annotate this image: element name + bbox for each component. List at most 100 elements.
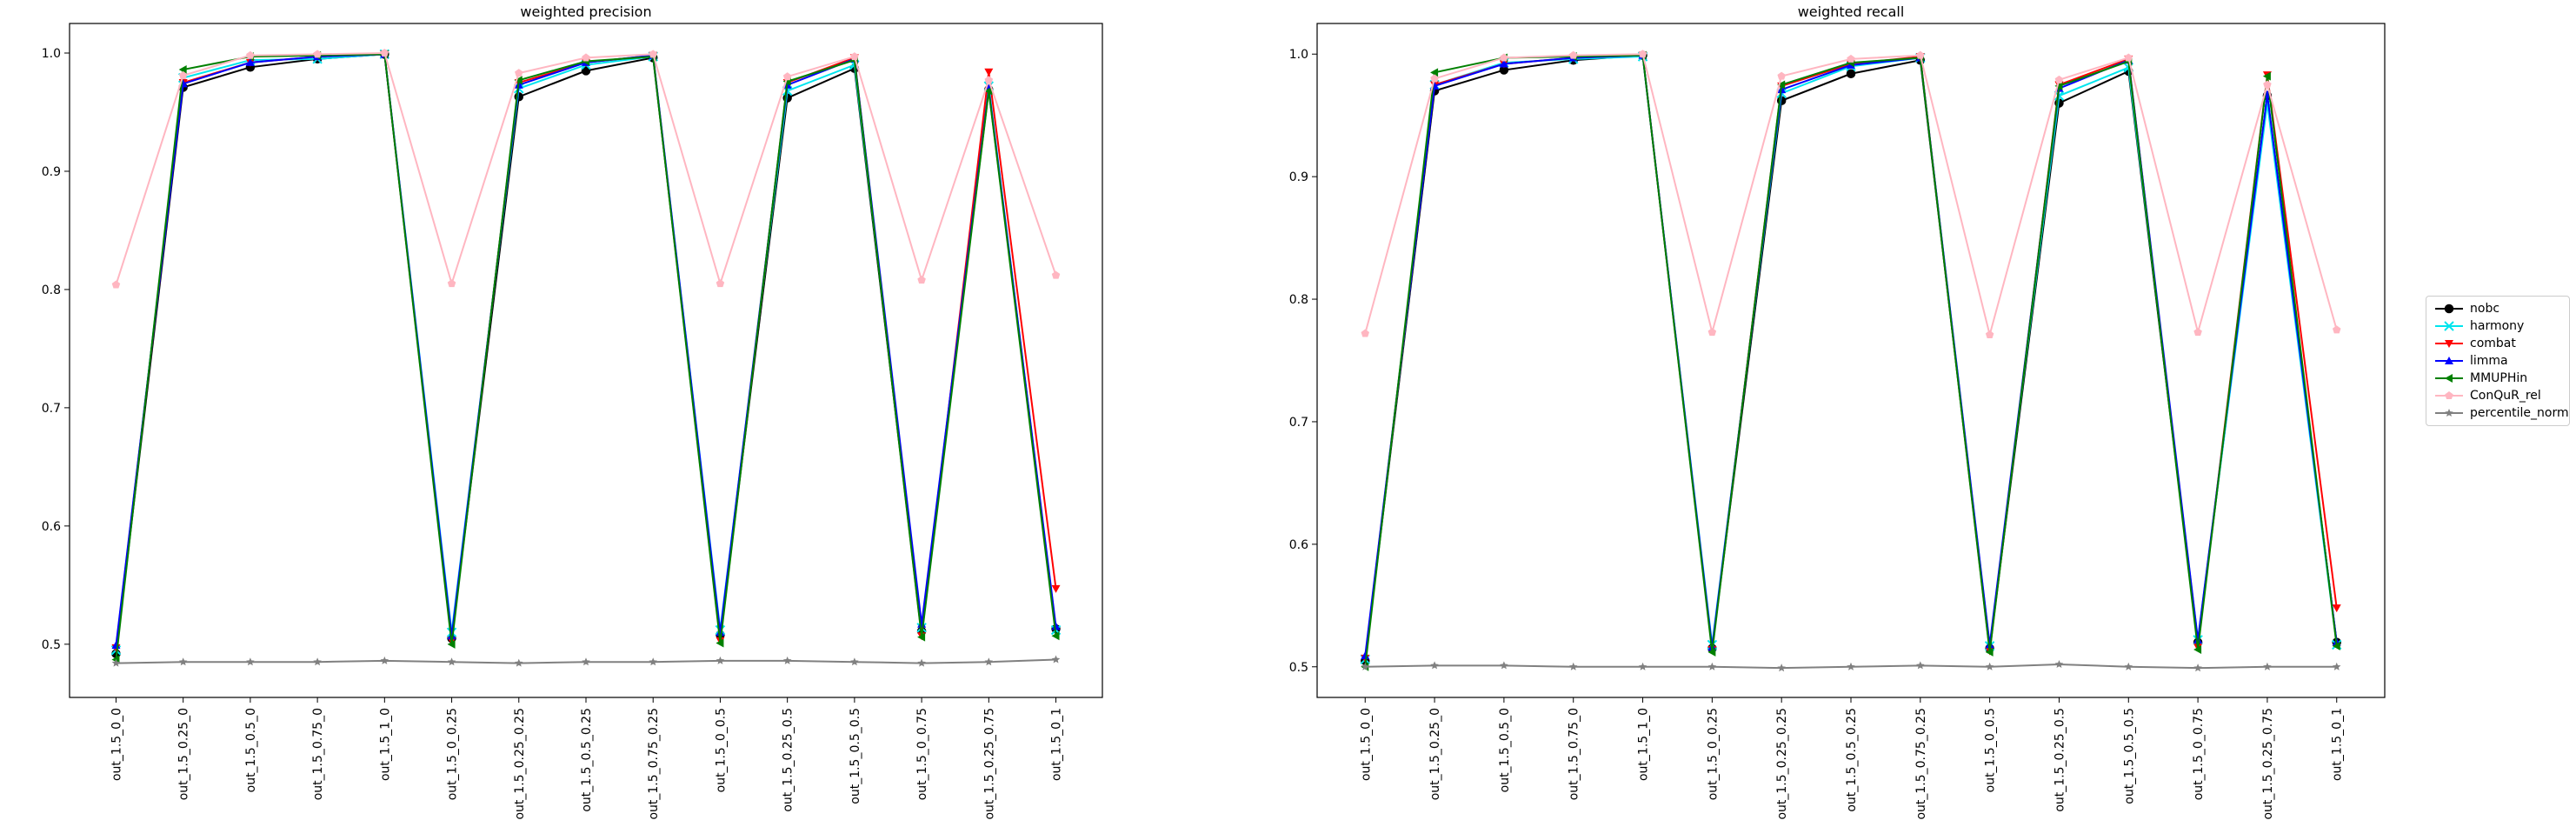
x-tick-label: out_1.5_0.5_0 [1498, 708, 1512, 792]
y-tick-label: 0.6 [1289, 538, 1308, 552]
data-point-conqur-rel [1707, 328, 1717, 337]
x-tick-label: out_1.5_1_0 [1637, 708, 1651, 781]
data-point-mmuphin [447, 639, 456, 649]
x-tick-label: out_1.5_0.5_0.25 [580, 708, 594, 812]
legend-label: MMUPHin [2470, 371, 2528, 385]
plot-frame [69, 23, 1103, 698]
data-point-percentile-norm [1430, 661, 1439, 670]
legend-marker-harmony [2435, 321, 2463, 331]
data-point-conqur-rel [2193, 328, 2202, 337]
data-point-percentile-norm [1707, 662, 1717, 670]
y-tick-label: 0.5 [1289, 661, 1308, 675]
legend-marker-shape [2445, 409, 2453, 417]
data-point-mmuphin [2193, 645, 2202, 655]
data-point-mmuphin [2262, 71, 2271, 81]
x-tick-label: out_1.5_0_0.5 [1984, 708, 1998, 792]
data-point-mmuphin [917, 632, 926, 642]
x-tick-label: out_1.5_0.75_0 [311, 708, 325, 800]
data-point-percentile-norm [1847, 662, 1855, 670]
series-line-nobc [1364, 54, 2338, 661]
x-tick-label: out_1.5_0.5_0.25 [1845, 708, 1859, 812]
legend-label: ConQuR_rel [2470, 389, 2541, 403]
x-tick-label: out_1.5_0.75_0 [1568, 708, 1581, 800]
data-point-conqur-rel [313, 50, 322, 58]
series-line-combat [115, 53, 1057, 649]
x-tick-label: out_1.5_0.5_0 [244, 708, 258, 792]
y-tick-label: 0.9 [42, 165, 61, 179]
data-point-percentile-norm [1638, 662, 1647, 670]
x-tick-label: out_1.5_0_1 [2331, 708, 2345, 781]
legend-item-combat: combat [2426, 335, 2571, 352]
x-tick-label: out_1.5_0.25_0.75 [982, 708, 996, 820]
data-point-conqur-rel [111, 280, 121, 289]
data-point-nobc [1846, 69, 1856, 79]
data-point-conqur-rel [178, 70, 188, 79]
data-point-limma [1361, 651, 1370, 660]
series-line-combat [1364, 54, 2338, 659]
series-line-conqur-rel [1364, 53, 2338, 338]
data-point-conqur-rel [2332, 325, 2341, 334]
data-point-percentile-norm [1500, 661, 1508, 670]
data-point-conqur-rel [1361, 329, 1370, 337]
data-point-percentile-norm [984, 657, 994, 666]
legend: nobc harmony combat limma MMUPHin ConQuR… [2426, 296, 2570, 426]
y-tick-label: 0.8 [42, 283, 61, 297]
data-point-limma [1499, 59, 1508, 68]
data-point-mmuphin [514, 76, 523, 85]
data-point-conqur-rel [1430, 74, 1439, 83]
data-point-mmuphin [984, 86, 993, 96]
x-tick-label: out_1.5_0_0.75 [915, 708, 929, 800]
legend-item-conqur-rel: ConQuR_rel [2426, 387, 2571, 404]
data-point-percentile-norm [649, 657, 657, 666]
y-tick-label: 1.0 [1289, 48, 1308, 62]
data-point-percentile-norm [850, 657, 859, 666]
series-mmuphin [1361, 50, 2340, 671]
data-point-conqur-rel [582, 53, 590, 62]
legend-marker-shape [2444, 321, 2454, 331]
legend-marker-percentile-norm [2435, 409, 2463, 417]
plot-frame [1316, 23, 2386, 698]
y-tick-label: 0.6 [42, 520, 61, 534]
legend-item-harmony: harmony [2426, 317, 2571, 335]
legend-marker-shape [2445, 340, 2453, 348]
y-tick-label: 0.7 [1289, 416, 1308, 430]
data-point-percentile-norm [1916, 661, 1925, 670]
y-tick-label: 0.7 [42, 402, 61, 416]
data-point-combat [984, 68, 994, 77]
data-point-conqur-rel [380, 48, 389, 57]
data-point-conqur-rel [850, 52, 859, 61]
series-conqur-rel [111, 48, 1061, 289]
chart-panel-2: weighted recall 0.5 0.6 0.7 0.8 0.9 1.0 out_1.5… [1289, 3, 2386, 820]
data-point-combat [2332, 604, 2341, 613]
data-point-conqur-rel [1568, 50, 1578, 59]
series-harmony [1360, 51, 2342, 665]
series-combat [1361, 51, 2341, 663]
data-point-percentile-norm [2124, 662, 2133, 670]
data-point-percentile-norm [1777, 664, 1786, 672]
legend-label: combat [2470, 337, 2516, 350]
series-line-limma [1364, 54, 2338, 657]
legend-marker-shape [2445, 374, 2453, 383]
data-point-conqur-rel [246, 50, 255, 59]
data-point-percentile-norm [515, 658, 523, 667]
legend-marker-shape [2444, 303, 2454, 314]
legend-marker-combat [2435, 340, 2463, 348]
data-point-mmuphin [1985, 647, 1994, 657]
series-nobc [1361, 50, 2341, 665]
data-point-harmony [916, 623, 927, 633]
legend-label: percentile_norm [2470, 406, 2569, 420]
x-tick-label: out_1.5_0.25_0.5 [2053, 708, 2067, 812]
data-point-limma [447, 631, 456, 640]
data-point-percentile-norm [2263, 662, 2272, 670]
x-tick-label: out_1.5_0.75_0.25 [647, 708, 661, 820]
chart-title: weighted recall [1798, 3, 1905, 20]
series-mmuphin [111, 50, 1060, 664]
data-point-conqur-rel [917, 276, 926, 284]
chart-panel-1: weighted precision 0.5 0.6 0.7 0.8 0.9 1.0 out_… [42, 3, 1103, 820]
data-point-conqur-rel [2124, 53, 2133, 62]
series-limma [1361, 50, 2341, 660]
x-tick-label: out_1.5_0.25_0 [177, 708, 191, 800]
data-point-conqur-rel [515, 69, 523, 77]
data-point-percentile-norm [2332, 662, 2341, 670]
data-point-mmuphin [1051, 631, 1060, 641]
